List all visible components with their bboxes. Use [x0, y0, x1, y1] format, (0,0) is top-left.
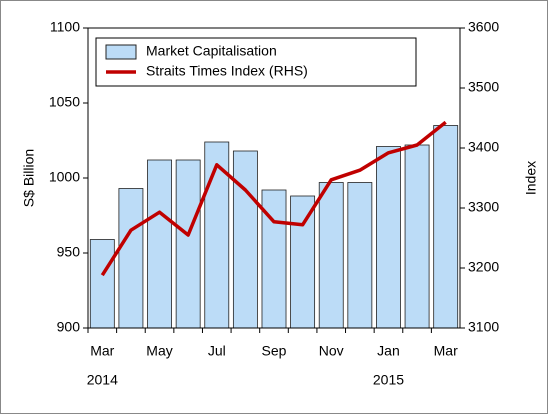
bar	[290, 195, 316, 329]
year-label: 2015	[373, 372, 404, 388]
legend-label: Market Capitalisation	[146, 43, 277, 59]
y-tick-label: 1000	[49, 169, 80, 185]
bar	[376, 146, 401, 329]
y-tick-label: 1100	[50, 19, 80, 35]
y2-tick-label: 3300	[468, 199, 499, 215]
y2-tick-label: 3400	[468, 139, 499, 155]
bar	[147, 159, 172, 329]
y-tick-label: 950	[57, 244, 81, 260]
bar	[118, 188, 144, 329]
year-label: 2014	[87, 372, 118, 388]
bar	[89, 239, 115, 329]
plot-border	[87, 27, 461, 329]
bar	[404, 144, 430, 329]
y2-axis-label: Index	[523, 161, 539, 195]
bar	[318, 182, 344, 329]
legend-swatch	[105, 44, 137, 60]
x-tick-label: Mar	[90, 343, 114, 359]
legend-box	[95, 37, 417, 87]
x-tick-label: Nov	[319, 343, 344, 359]
y2-tick-label: 3200	[468, 259, 499, 275]
y2-tick-label: 3500	[468, 79, 499, 95]
bar	[232, 150, 258, 329]
y2-tick-label: 3600	[468, 19, 499, 35]
x-tick-label: Sep	[262, 343, 287, 359]
y-axis-label: S$ Billion	[21, 149, 37, 207]
bar	[347, 182, 373, 329]
x-tick-label: Jan	[377, 343, 400, 359]
legend-label: Straits Times Index (RHS)	[146, 63, 308, 79]
line	[100, 120, 447, 277]
y-tick-label: 1050	[49, 94, 80, 110]
x-tick-label: Jul	[208, 343, 226, 359]
bar	[175, 159, 201, 329]
y2-tick-label: 3100	[468, 319, 499, 335]
x-tick-label: May	[146, 343, 172, 359]
x-tick-label: Mar	[434, 343, 458, 359]
bar	[433, 125, 459, 329]
y-tick-label: 900	[57, 319, 81, 335]
